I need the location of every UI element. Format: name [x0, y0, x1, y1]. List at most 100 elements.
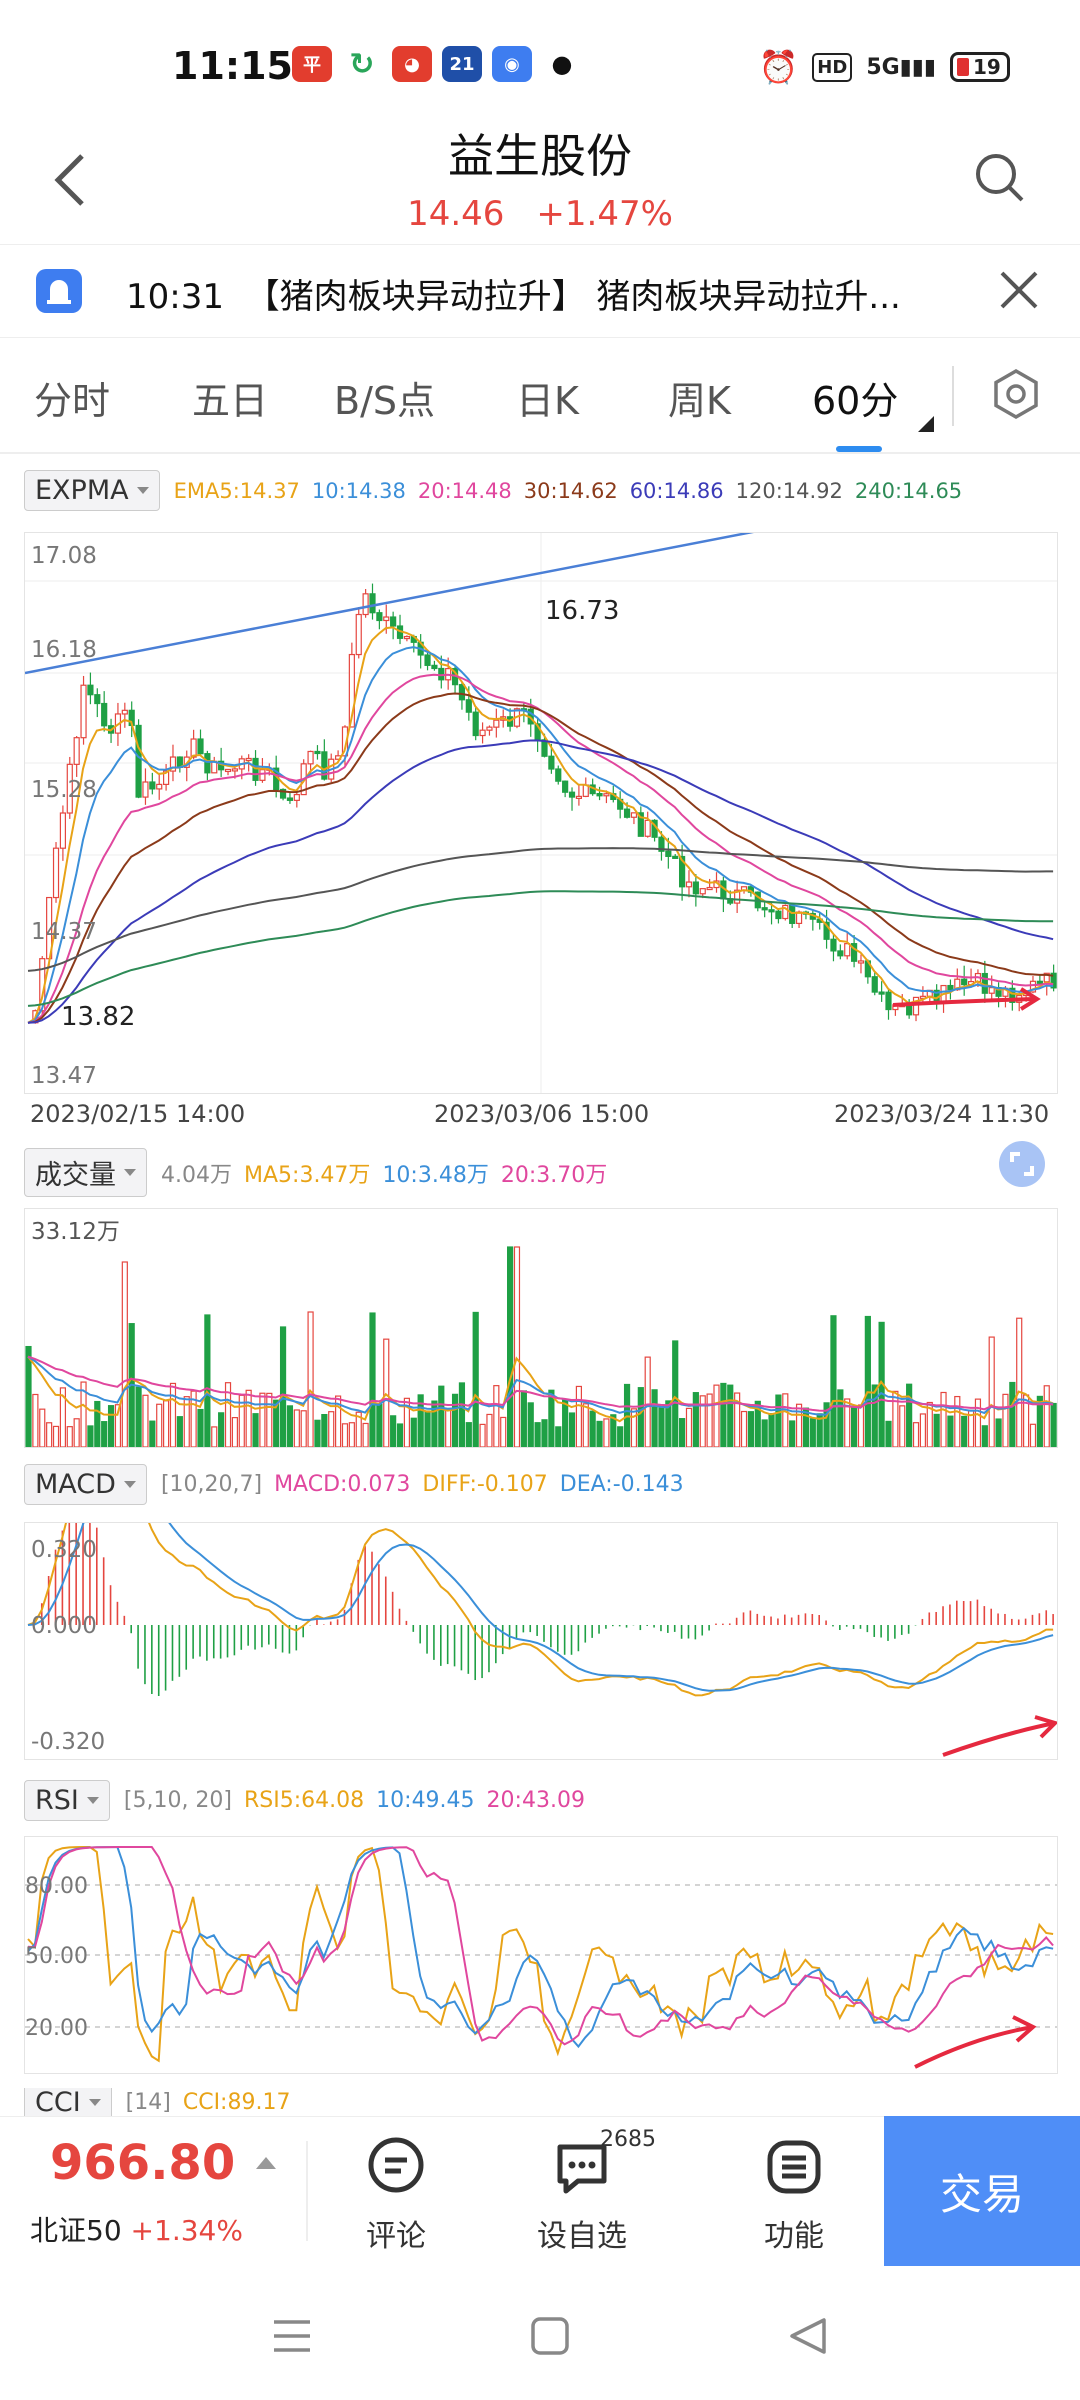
- volume-bar: [293, 1409, 300, 1448]
- candle-body: [596, 792, 603, 797]
- candle-body: [775, 910, 782, 920]
- candle-body: [947, 984, 954, 991]
- candle-body: [555, 768, 562, 782]
- candle-body: [73, 737, 80, 765]
- volume-bar: [32, 1393, 39, 1448]
- macd-chart[interactable]: 0.320 0.000 -0.320: [24, 1438, 1059, 1760]
- index-value[interactable]: 966.80: [50, 2135, 236, 2191]
- kline-chart[interactable]: 17.08 16.18 15.28 14.37 13.47 16.73 13.8…: [24, 471, 1058, 1094]
- candle-body: [197, 738, 204, 755]
- rsi-line-20: [27, 1846, 1054, 2046]
- volume-bar: [747, 1411, 755, 1448]
- battery-level: 19: [973, 55, 1001, 79]
- news-text: 10:31 【猪肉板块异动拉升】 猪肉板块异动拉升...: [126, 269, 901, 318]
- macd-selector-label: MACD: [35, 1469, 116, 1500]
- expand-up-icon[interactable]: [256, 2157, 276, 2169]
- volume-bar: [940, 1391, 947, 1448]
- menu-icon[interactable]: [272, 2318, 312, 2354]
- candle-body: [163, 770, 170, 786]
- volume-ma-line: [27, 1355, 1054, 1416]
- volume-selector-label: 成交量: [35, 1160, 116, 1191]
- function-button[interactable]: 功能: [734, 2137, 854, 2255]
- system-status-icons: ⏰ HD 5G▮▮▮ 19: [758, 48, 1010, 86]
- volume-bar: [906, 1383, 913, 1448]
- comment-button[interactable]: 评论: [336, 2137, 456, 2255]
- ema-line-120: [27, 847, 1054, 972]
- tab-bs-points[interactable]: B/S点: [334, 379, 435, 423]
- chat-app-icon: ◉: [492, 46, 532, 82]
- rsi-line-5: [27, 1846, 1054, 2063]
- annotation-arrow: [942, 1721, 1056, 1757]
- tab-60min[interactable]: 60分: [812, 379, 899, 423]
- candle-body: [479, 729, 486, 737]
- search-icon[interactable]: [972, 150, 1028, 206]
- x-label-end: 2023/03/24 11:30: [834, 1100, 1050, 1128]
- tab-weekly-k[interactable]: 周K: [668, 379, 731, 423]
- home-icon[interactable]: [530, 2316, 570, 2356]
- volume-bar: [589, 1410, 596, 1448]
- candle-body: [1029, 980, 1037, 993]
- trade-button[interactable]: 交易: [884, 2116, 1080, 2266]
- volume-bar: [1016, 1317, 1023, 1448]
- volume-bar: [555, 1426, 562, 1448]
- expand-chart-icon[interactable]: [998, 1140, 1046, 1188]
- back-nav-icon[interactable]: [788, 2316, 828, 2356]
- close-icon[interactable]: [994, 265, 1044, 315]
- candle-body: [362, 593, 369, 616]
- rsi-params: [5,10, 20]: [123, 1788, 233, 1813]
- add-watchlist-button[interactable]: 设自选: [522, 2137, 642, 2255]
- volume-bar: [39, 1408, 46, 1448]
- function-menu-icon: [767, 2140, 821, 2194]
- macd-legend-value: DEA:-0.143: [559, 1472, 684, 1497]
- macd-y-bottom: -0.320: [31, 1729, 105, 1755]
- macd-dea-line: [27, 1463, 1054, 1692]
- macd-params: [10,20,7]: [160, 1472, 263, 1497]
- index-name-row: 北证50 +1.34%: [30, 2209, 243, 2249]
- volume-bar: [142, 1394, 149, 1448]
- macd-selector[interactable]: MACD: [24, 1464, 147, 1505]
- volume-bar: [94, 1400, 101, 1448]
- stock-price: 14.46: [407, 194, 505, 234]
- volume-bar: [73, 1418, 80, 1448]
- candle-body: [878, 991, 885, 995]
- cci-selector[interactable]: CCI: [24, 2088, 112, 2116]
- volume-bar: [720, 1382, 727, 1448]
- volume-bar: [1043, 1385, 1050, 1448]
- volume-bar: [156, 1403, 163, 1448]
- volume-ma-line: [27, 1355, 1054, 1412]
- volume-bar: [857, 1404, 865, 1448]
- expma-selector[interactable]: EXPMA: [24, 470, 160, 511]
- volume-chart[interactable]: 33.12万: [24, 1208, 1058, 1448]
- macd-legend-value: DIFF:-0.107: [422, 1472, 548, 1497]
- rsi-y-80: 80.00: [25, 1874, 88, 1899]
- volume-bar: [761, 1419, 768, 1448]
- candle-body: [293, 793, 300, 801]
- tab-intraday[interactable]: 分时: [34, 379, 111, 423]
- settings-gear-icon[interactable]: [990, 368, 1042, 420]
- volume-bar: [328, 1411, 335, 1448]
- rsi-chart[interactable]: 80.00 50.00 20.00: [24, 1836, 1058, 2074]
- volume-bar: [637, 1387, 644, 1448]
- macd-svg: 0.320 0.000 -0.320: [27, 1438, 1059, 1757]
- expma-legend-value: 120:14.92: [735, 478, 843, 503]
- volume-bar: [211, 1426, 218, 1448]
- candle-body: [857, 960, 865, 964]
- rsi-legend-value: 10:49.45: [376, 1788, 475, 1813]
- candle-body: [981, 972, 988, 994]
- candle-body: [390, 616, 397, 627]
- macd-diff-line: [27, 1438, 1054, 1697]
- back-arrow-icon[interactable]: [50, 150, 90, 210]
- rsi-selector[interactable]: RSI: [24, 1780, 110, 1821]
- news-banner[interactable]: 10:31 【猪肉板块异动拉升】 猪肉板块异动拉升...: [0, 244, 1080, 338]
- annotation-arrow: [914, 2025, 1034, 2069]
- candle-body: [761, 907, 768, 911]
- tab-daily-k[interactable]: 日K: [516, 379, 579, 423]
- volume-bar: [782, 1393, 789, 1448]
- tab-active-indicator: [836, 446, 882, 452]
- volume-bar: [596, 1420, 603, 1448]
- volume-bar: [458, 1382, 466, 1448]
- volume-bar: [445, 1408, 452, 1448]
- tab-five-day[interactable]: 五日: [192, 379, 269, 423]
- volume-selector[interactable]: 成交量: [24, 1148, 147, 1197]
- candle-body: [837, 950, 844, 957]
